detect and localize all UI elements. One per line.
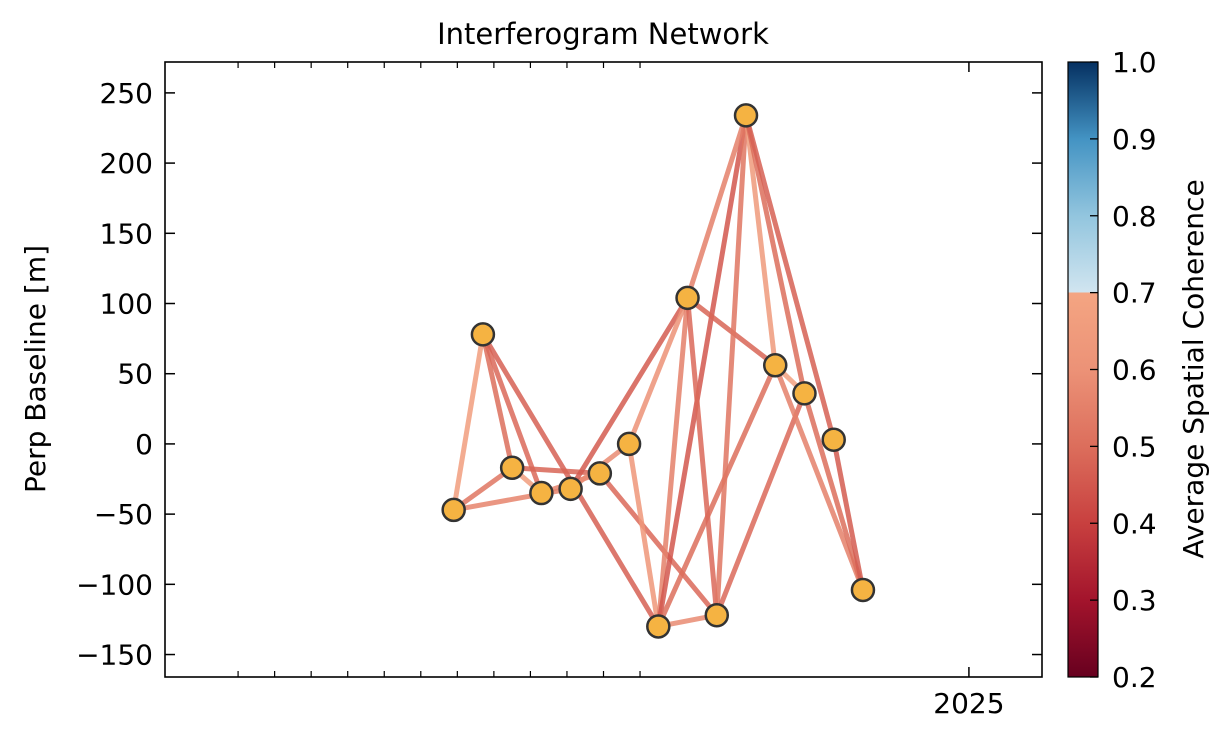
colorbar-ticks: 1.0 0.9 0.8 0.7 0.6 0.5 0.4 0.3 0.2 <box>1090 46 1157 694</box>
colorbar: 1.0 0.9 0.8 0.7 0.6 0.5 0.4 0.3 0.2 Average Spat… <box>1067 46 1210 694</box>
y-axis-label: Perp Baseline [m] <box>19 245 52 493</box>
pair-line <box>568 295 691 492</box>
acquisition-point <box>704 602 730 628</box>
colorbar-tick-label: 0.8 <box>1112 200 1157 233</box>
colorbar-tick-label: 0.9 <box>1112 123 1157 156</box>
y-tick-label: 200 <box>100 147 153 180</box>
acquisition-points <box>441 103 876 639</box>
y-tick-label: −100 <box>76 568 153 601</box>
pair-line <box>743 112 837 443</box>
acquisition-point <box>499 455 525 481</box>
pair-line <box>801 390 866 593</box>
pair-line <box>626 295 691 447</box>
plot-area: 250 200 150 100 50 0 −50 −100 −150 2025 <box>76 61 1043 720</box>
pair-line <box>655 295 691 629</box>
pair-line <box>597 470 720 618</box>
y-tick-label: 150 <box>100 217 153 250</box>
colorbar-tick-label: 0.2 <box>1112 661 1157 694</box>
y-axis-ticks: 250 200 150 100 50 0 −50 −100 −150 <box>76 77 1042 672</box>
y-tick-label: −50 <box>94 498 153 531</box>
pair-line <box>714 112 749 618</box>
acquisition-point <box>587 461 613 486</box>
y-tick-label: 100 <box>100 288 153 321</box>
acquisition-point <box>733 103 759 128</box>
pair-line <box>655 362 778 629</box>
acquisition-point <box>821 427 846 452</box>
acquisition-point <box>441 497 466 523</box>
pair-line <box>480 331 515 471</box>
pair-line <box>509 465 603 476</box>
colorbar-label: Average Spatial Coherence <box>1177 179 1210 558</box>
acquisition-point <box>558 476 583 502</box>
pair-line <box>743 112 778 368</box>
x-tick-label: 2025 <box>933 687 1004 720</box>
x-axis-ticks: 2025 <box>237 62 1005 720</box>
interferogram-pairs <box>451 112 866 629</box>
y-tick-label: 0 <box>135 428 153 461</box>
y-tick-label: −150 <box>76 639 153 672</box>
acquisition-point <box>616 431 642 457</box>
pair-line <box>655 112 749 629</box>
pair-line <box>714 390 807 618</box>
chart-title: Interferogram Network <box>437 17 769 51</box>
acquisition-point <box>646 614 671 639</box>
pair-line <box>451 331 486 513</box>
pair-line <box>831 437 866 593</box>
acquisition-point <box>470 322 496 347</box>
colorbar-tick-label: 1.0 <box>1112 46 1157 79</box>
pair-line <box>743 112 807 396</box>
colorbar-tick-label: 0.4 <box>1112 507 1157 540</box>
y-tick-label: 250 <box>100 77 153 110</box>
colorbar-tick-label: 0.5 <box>1112 430 1157 463</box>
acquisition-point <box>762 353 788 378</box>
acquisition-point <box>675 285 700 311</box>
pair-line <box>685 295 720 618</box>
pair-line <box>685 112 749 301</box>
colorbar-tick-label: 0.3 <box>1112 584 1157 617</box>
pair-line <box>626 441 661 629</box>
plot-frame <box>164 61 1043 678</box>
acquisition-point <box>850 577 876 603</box>
y-tick-label: 50 <box>117 358 153 391</box>
acquisition-point <box>792 381 817 406</box>
acquisition-point <box>529 480 554 506</box>
colorbar-tick-label: 0.7 <box>1112 277 1157 310</box>
pair-line <box>772 362 866 593</box>
colorbar-tick-label: 0.6 <box>1112 354 1157 387</box>
